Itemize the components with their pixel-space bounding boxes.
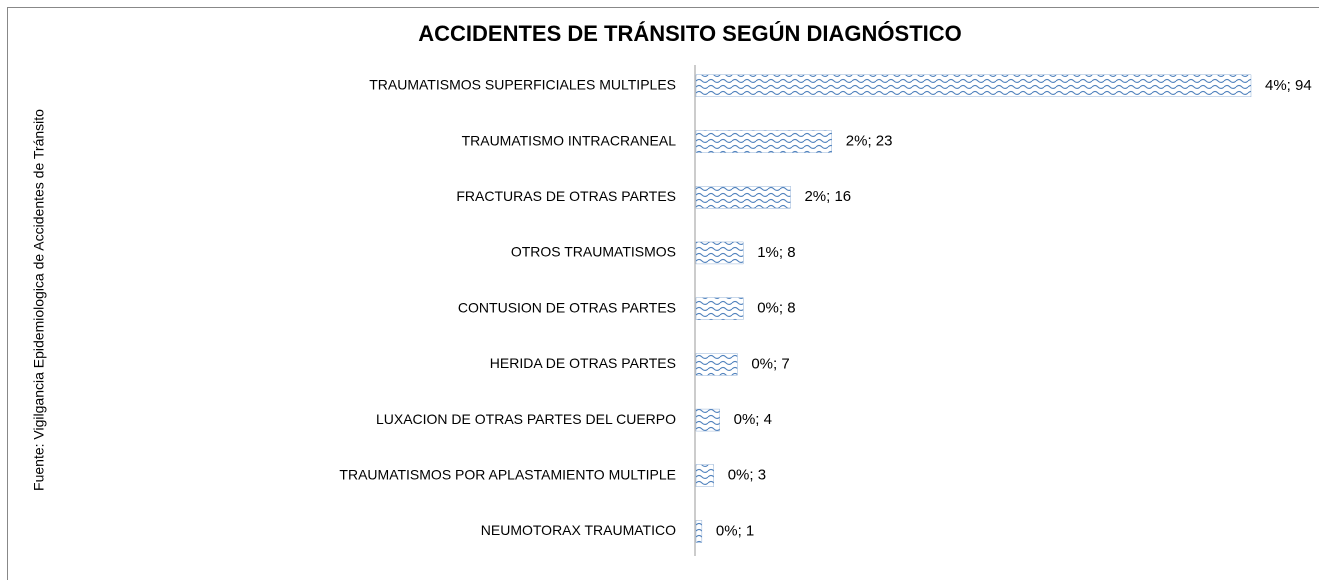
category-label: TRAUMATISMOS SUPERFICIALES MULTIPLES <box>369 77 676 93</box>
bar <box>695 520 703 543</box>
chart-border <box>7 7 1319 580</box>
bar <box>695 464 714 487</box>
category-label: TRAUMATISMOS POR APLASTAMIENTO MULTIPLE <box>339 466 676 482</box>
bar <box>695 186 791 209</box>
data-label: 0%; 1 <box>716 522 754 539</box>
bar <box>695 297 744 320</box>
category-label: NEUMOTORAX TRAUMATICO <box>481 522 676 538</box>
data-label: 2%; 16 <box>804 188 851 205</box>
category-label: OTROS TRAUMATISMOS <box>511 244 676 260</box>
bar <box>695 408 720 432</box>
category-label: HERIDA DE OTRAS PARTES <box>490 355 676 371</box>
bar <box>695 353 738 376</box>
category-label: CONTUSION DE OTRAS PARTES <box>458 299 676 315</box>
category-label: FRACTURAS DE OTRAS PARTES <box>456 188 676 204</box>
chart-title: ACCIDENTES DE TRÁNSITO SEGÚN DIAGNÓSTICO <box>418 21 962 46</box>
bar <box>695 74 1252 97</box>
data-label: 0%; 7 <box>751 355 789 372</box>
source-note: Fuente: Vigilgancia Epidemiologica de Ac… <box>31 109 47 491</box>
data-label: 0%; 8 <box>757 300 795 317</box>
data-label: 2%; 23 <box>846 133 893 150</box>
data-label: 4%; 94 <box>1265 77 1312 94</box>
bar <box>695 130 832 153</box>
data-label: 0%; 4 <box>734 411 772 428</box>
bar <box>695 241 744 265</box>
data-label: 0%; 3 <box>728 467 766 484</box>
category-label: TRAUMATISMO INTRACRANEAL <box>462 132 677 148</box>
data-label: 1%; 8 <box>757 244 795 261</box>
category-label: LUXACION DE OTRAS PARTES DEL CUERPO <box>376 411 676 427</box>
